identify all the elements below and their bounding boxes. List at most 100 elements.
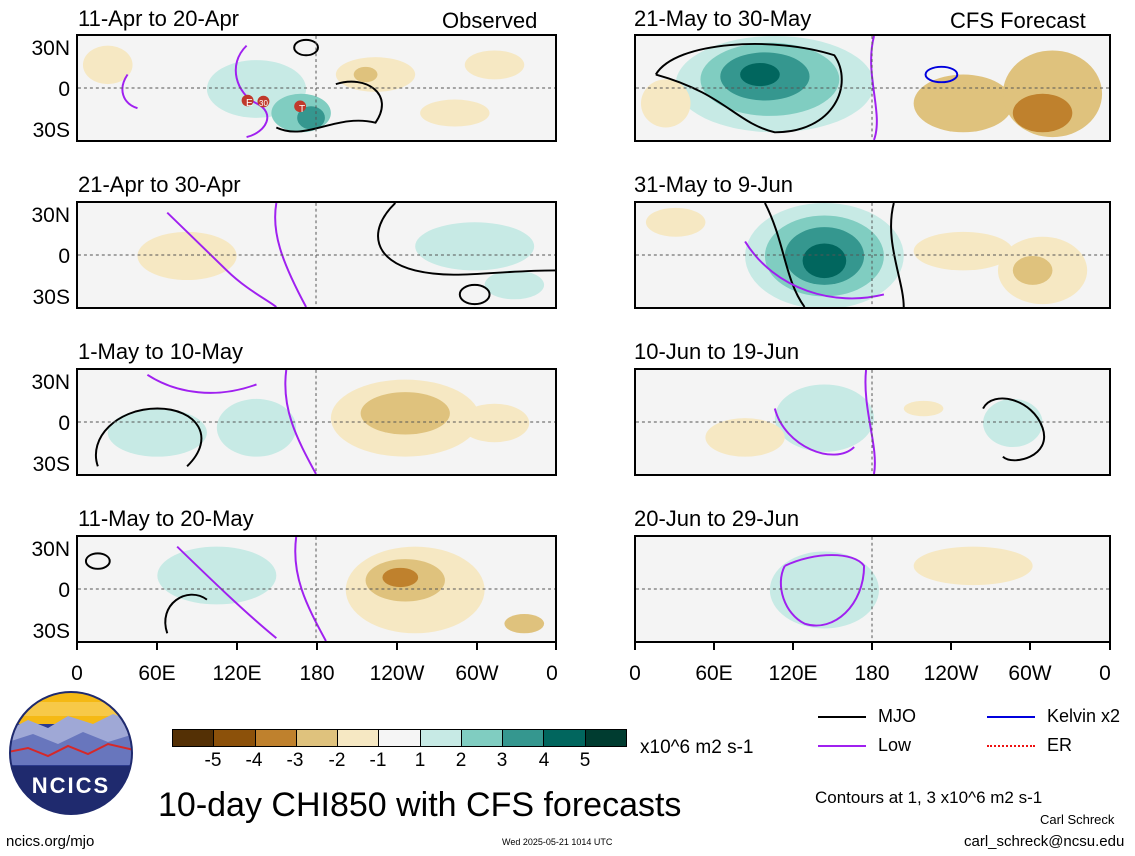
colorbar-swatch (337, 730, 379, 746)
colorbar-label: -4 (245, 750, 263, 771)
map-panel-7 (634, 368, 1111, 476)
lat-label-eq: 0 (58, 78, 70, 101)
map-panel-5 (634, 34, 1111, 142)
lat-label-30s: 30S (32, 286, 70, 309)
lon-label-0: 0 (629, 662, 641, 685)
legend-line-mjo (818, 716, 866, 718)
author-name: Carl Schreck (1040, 812, 1115, 827)
lon-label-180: 180 (299, 662, 335, 685)
colorbar-label: -5 (204, 750, 222, 771)
lat-label-eq: 0 (58, 412, 70, 435)
lon-tick (76, 643, 78, 650)
lon-tick (634, 643, 636, 650)
lon-tick (1029, 643, 1031, 650)
lat-label-30n: 30N (31, 204, 70, 227)
tc-marker-e: E (246, 98, 253, 109)
legend-line-kelvin (987, 716, 1035, 718)
colorbar-label: 1 (414, 750, 426, 771)
lat-label-30s: 30S (32, 119, 70, 142)
timestamp: Wed 2025-05-21 1014 UTC (502, 837, 613, 847)
colorbar-units: x10^6 m2 s-1 (640, 737, 754, 758)
lat-label-eq: 0 (58, 579, 70, 602)
lon-label-60e: 60E (138, 662, 176, 685)
lon-tick (871, 643, 873, 650)
colorbar-swatch (254, 730, 296, 746)
colorbar-label: 5 (579, 750, 591, 771)
lon-tick (476, 643, 478, 650)
lat-label-30s: 30S (32, 620, 70, 643)
lon-tick (1109, 643, 1111, 650)
observed-label: Observed (442, 8, 538, 33)
lat-label-30s: 30S (32, 453, 70, 476)
colorbar-swatch (584, 730, 626, 746)
colorbar-swatch (419, 730, 461, 746)
lon-tick (396, 643, 398, 650)
legend-label-kelvin: Kelvin x2 (1047, 706, 1121, 726)
logo-text: NCICS (31, 773, 111, 798)
legend-line-er (987, 745, 1035, 747)
colorbar (172, 729, 627, 747)
lat-label-30n: 30N (31, 37, 70, 60)
site-link[interactable]: ncics.org/mjo (6, 833, 95, 850)
lon-label-0: 0 (546, 662, 558, 685)
panel-title-1: 11-Apr to 20-Apr (78, 6, 240, 31)
legend-label-mjo: MJO (878, 706, 916, 726)
lon-label-60w: 60W (455, 662, 499, 685)
lon-label-120w: 120W (369, 662, 425, 685)
lon-tick (713, 643, 715, 650)
panel-title-2: 21-Apr to 30-Apr (78, 172, 241, 197)
panel-title-8: 20-Jun to 29-Jun (634, 506, 800, 531)
tc-marker-t: T (299, 104, 306, 115)
lon-label-120e: 120E (768, 662, 818, 685)
lon-tick (950, 643, 952, 650)
lon-tick (156, 643, 158, 650)
colorbar-swatch (173, 730, 214, 746)
map-panel-1: E 30 T (76, 34, 557, 142)
map-panel-3 (76, 368, 557, 476)
lon-label-0: 0 (1099, 662, 1111, 685)
panel-title-5: 21-May to 30-May (634, 6, 812, 31)
panel-title-4: 11-May to 20-May (78, 506, 254, 531)
forecast-label: CFS Forecast (950, 8, 1086, 33)
map-panel-6 (634, 201, 1111, 309)
panel-title-3: 1-May to 10-May (78, 339, 244, 364)
tc-marker-30: 30 (259, 99, 268, 108)
lon-tick (555, 643, 557, 650)
contours-note: Contours at 1, 3 x10^6 m2 s-1 (815, 788, 1043, 807)
colorbar-swatch (295, 730, 338, 746)
lon-label-0: 0 (71, 662, 83, 685)
map-panel-2 (76, 201, 557, 309)
colorbar-swatch (378, 730, 420, 746)
lon-label-180: 180 (854, 662, 890, 685)
panel-title-7: 10-Jun to 19-Jun (634, 339, 800, 364)
colorbar-label: 4 (538, 750, 550, 771)
colorbar-label: -2 (328, 750, 346, 771)
ncics-logo: NCICS (8, 690, 134, 816)
legend-label-low: Low (878, 735, 912, 755)
lat-label-30n: 30N (31, 538, 70, 561)
lon-label-120w: 120W (923, 662, 979, 685)
lon-label-60w: 60W (1008, 662, 1052, 685)
lat-label-eq: 0 (58, 245, 70, 268)
colorbar-label: 2 (455, 750, 467, 771)
panel-title-6: 31-May to 9-Jun (634, 172, 793, 197)
lon-label-60e: 60E (695, 662, 733, 685)
lon-label-120e: 120E (212, 662, 262, 685)
colorbar-label: -1 (369, 750, 387, 771)
legend-line-low (818, 745, 866, 747)
lon-tick (236, 643, 238, 650)
lat-label-30n: 30N (31, 371, 70, 394)
colorbar-swatch (460, 730, 503, 746)
colorbar-swatch (543, 730, 585, 746)
colorbar-label: -3 (286, 750, 304, 771)
map-panel-8 (634, 535, 1111, 643)
legend-label-er: ER (1047, 735, 1073, 755)
author-email: carl_schreck@ncsu.edu (964, 833, 1125, 850)
colorbar-swatch (213, 730, 255, 746)
lon-tick (316, 643, 318, 650)
colorbar-label: 3 (496, 750, 508, 771)
map-panel-4 (76, 535, 557, 643)
colorbar-swatch (502, 730, 544, 746)
lon-tick (792, 643, 794, 650)
main-title: 10-day CHI850 with CFS forecasts (158, 786, 682, 824)
